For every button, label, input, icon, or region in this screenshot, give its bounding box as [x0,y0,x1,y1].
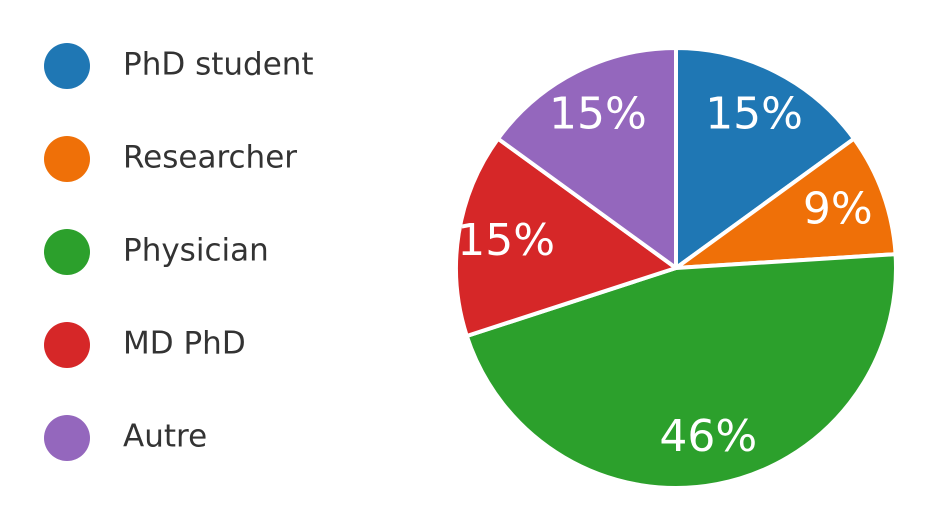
legend-marker [44,229,90,275]
slice-label: 15% [549,89,647,140]
legend-label: PhD student [123,47,314,83]
legend-marker [44,415,90,461]
legend-marker [44,136,90,182]
legend-marker [44,322,90,368]
legend-label: Researcher [123,140,297,176]
slice-label: 15% [457,215,555,266]
legend-label: Physician [123,233,269,269]
legend-marker [44,43,90,89]
slice-label: 46% [659,411,757,462]
slice-label: 15% [705,89,803,140]
slice-label: 9% [803,184,873,235]
pie-slice [496,46,678,270]
legend-label: Autre [123,419,207,455]
legend-label: MD PhD [123,326,246,362]
pie-slice [454,136,678,338]
pie-slice [674,136,898,270]
pie-slice [674,46,856,270]
pie-slice [464,252,898,490]
